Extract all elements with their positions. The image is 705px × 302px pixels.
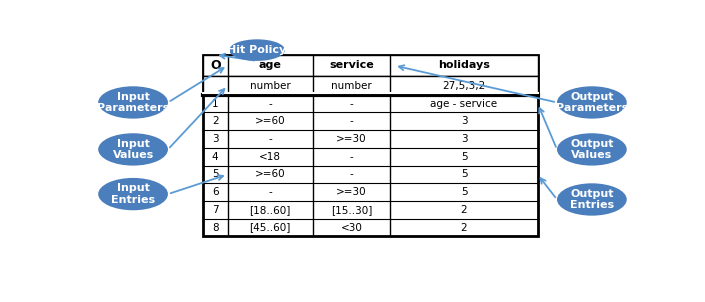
Bar bbox=[203, 55, 538, 236]
Text: -: - bbox=[350, 152, 353, 162]
Text: [15..30]: [15..30] bbox=[331, 205, 372, 215]
Text: -: - bbox=[269, 187, 272, 197]
Text: 7: 7 bbox=[212, 205, 219, 215]
Text: Hit Policy: Hit Policy bbox=[228, 45, 287, 55]
Text: O: O bbox=[210, 59, 221, 72]
Text: Input
Parameters: Input Parameters bbox=[97, 92, 169, 113]
Text: Input
Values: Input Values bbox=[113, 139, 154, 160]
Text: <30: <30 bbox=[341, 223, 362, 233]
Text: 3: 3 bbox=[460, 116, 467, 126]
Text: [45..60]: [45..60] bbox=[250, 223, 291, 233]
Text: 1: 1 bbox=[212, 99, 219, 109]
Text: >=60: >=60 bbox=[255, 116, 286, 126]
Text: 2: 2 bbox=[460, 205, 467, 215]
Text: -: - bbox=[350, 116, 353, 126]
Ellipse shape bbox=[98, 133, 168, 165]
Text: Output
Parameters: Output Parameters bbox=[556, 92, 628, 113]
Text: 4: 4 bbox=[212, 152, 219, 162]
Text: 3: 3 bbox=[212, 134, 219, 144]
Text: 5: 5 bbox=[212, 169, 219, 179]
Text: age: age bbox=[259, 60, 282, 70]
Bar bbox=[203, 55, 538, 76]
Text: Output
Entries: Output Entries bbox=[570, 189, 614, 210]
Text: number: number bbox=[331, 81, 372, 91]
Text: 5: 5 bbox=[460, 152, 467, 162]
Text: <18: <18 bbox=[259, 152, 281, 162]
Ellipse shape bbox=[98, 86, 168, 119]
Text: Output
Values: Output Values bbox=[570, 139, 613, 160]
Text: 8: 8 bbox=[212, 223, 219, 233]
Ellipse shape bbox=[557, 183, 627, 216]
Text: -: - bbox=[350, 169, 353, 179]
Text: 5: 5 bbox=[460, 187, 467, 197]
Ellipse shape bbox=[557, 86, 627, 119]
Text: 3: 3 bbox=[460, 134, 467, 144]
Ellipse shape bbox=[557, 133, 627, 165]
Text: >=60: >=60 bbox=[255, 169, 286, 179]
Text: holidays: holidays bbox=[438, 60, 490, 70]
Ellipse shape bbox=[98, 178, 168, 210]
Bar bbox=[203, 76, 538, 95]
Text: -: - bbox=[350, 99, 353, 109]
Text: -: - bbox=[269, 99, 272, 109]
Text: >=30: >=30 bbox=[336, 134, 367, 144]
Ellipse shape bbox=[229, 39, 285, 61]
Text: number: number bbox=[250, 81, 290, 91]
Text: service: service bbox=[329, 60, 374, 70]
Text: 5: 5 bbox=[460, 169, 467, 179]
Text: 2: 2 bbox=[460, 223, 467, 233]
Text: 27,5,3,2: 27,5,3,2 bbox=[442, 81, 486, 91]
Text: 6: 6 bbox=[212, 187, 219, 197]
Text: 2: 2 bbox=[212, 116, 219, 126]
Text: >=30: >=30 bbox=[336, 187, 367, 197]
Text: Input
Entries: Input Entries bbox=[111, 183, 155, 205]
Text: [18..60]: [18..60] bbox=[250, 205, 291, 215]
Text: age - service: age - service bbox=[431, 99, 498, 109]
Text: -: - bbox=[269, 134, 272, 144]
